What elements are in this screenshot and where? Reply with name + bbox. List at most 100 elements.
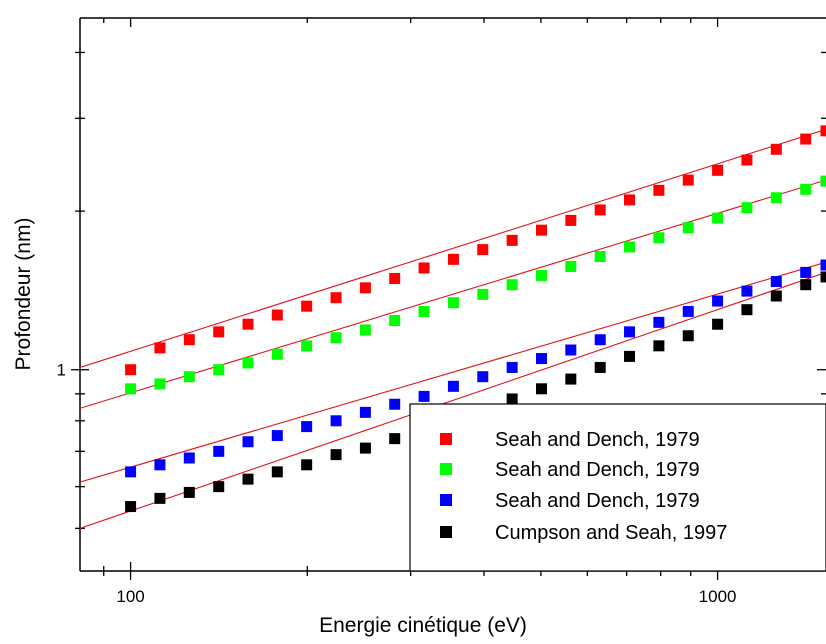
data-point-series-1 xyxy=(447,297,459,309)
data-point-series-0 xyxy=(125,364,137,376)
data-point-series-0 xyxy=(154,342,166,354)
data-point-series-0 xyxy=(330,292,342,304)
legend-swatch-seah-dench-blue xyxy=(440,494,452,506)
data-point-series-1 xyxy=(301,340,313,352)
data-point-series-3 xyxy=(624,350,636,362)
x-tick-label-1000: 1000 xyxy=(699,587,737,606)
data-point-series-0 xyxy=(418,262,430,274)
y-tick-labels: 1 xyxy=(57,361,66,380)
data-point-series-3 xyxy=(594,361,606,373)
data-point-series-3 xyxy=(820,271,826,283)
data-point-series-3 xyxy=(565,373,577,385)
data-point-series-0 xyxy=(594,204,606,216)
data-point-series-0 xyxy=(447,253,459,265)
fit-line-series-1 xyxy=(80,179,826,409)
data-point-series-1 xyxy=(154,378,166,390)
x-tick-labels: 100 1000 xyxy=(116,587,736,606)
data-point-series-0 xyxy=(800,133,812,145)
fit-line-series-3 xyxy=(80,271,826,529)
data-point-series-2 xyxy=(770,276,782,288)
y-tick-label-1: 1 xyxy=(57,361,66,380)
data-point-series-2 xyxy=(820,259,826,271)
data-point-series-3 xyxy=(213,481,225,493)
data-point-series-0 xyxy=(820,125,826,137)
legend: Seah and Dench, 1979 Seah and Dench, 197… xyxy=(409,403,826,572)
data-point-series-1 xyxy=(330,332,342,344)
data-point-series-1 xyxy=(271,348,283,360)
data-point-series-2 xyxy=(447,380,459,392)
data-point-series-2 xyxy=(242,436,254,448)
data-point-series-2 xyxy=(183,452,195,464)
legend-label-seah-dench-red: Seah and Dench, 1979 xyxy=(495,429,700,451)
data-point-series-1 xyxy=(506,279,518,291)
data-point-series-2 xyxy=(418,390,430,402)
legend-box xyxy=(409,403,826,572)
legend-label-cumpson-seah-black: Cumpson and Seah, 1997 xyxy=(495,522,727,544)
data-point-series-3 xyxy=(154,492,166,504)
data-point-series-1 xyxy=(242,357,254,369)
data-point-series-1 xyxy=(535,269,547,281)
data-point-series-1 xyxy=(359,324,371,336)
data-point-series-1 xyxy=(477,288,489,300)
data-point-series-0 xyxy=(271,309,283,321)
data-point-series-0 xyxy=(506,234,518,246)
data-point-series-1 xyxy=(594,251,606,263)
data-point-series-2 xyxy=(271,430,283,442)
y-axis-title: Profondeur (nm) xyxy=(12,218,35,371)
data-point-series-3 xyxy=(800,279,812,291)
data-point-series-0 xyxy=(741,154,753,166)
data-point-series-3 xyxy=(389,433,401,445)
data-point-series-3 xyxy=(183,486,195,498)
data-point-series-1 xyxy=(712,212,724,224)
data-point-series-1 xyxy=(418,305,430,317)
legend-label-seah-dench-green: Seah and Dench, 1979 xyxy=(495,459,700,481)
x-axis-title: Energie cinétique (eV) xyxy=(319,614,527,637)
data-point-series-0 xyxy=(389,272,401,284)
data-point-series-0 xyxy=(624,194,636,206)
data-point-series-0 xyxy=(682,174,694,186)
data-point-series-0 xyxy=(770,143,782,155)
data-point-series-3 xyxy=(682,330,694,342)
data-point-series-2 xyxy=(653,316,665,328)
data-point-series-2 xyxy=(125,466,137,478)
data-point-series-2 xyxy=(506,361,518,373)
legend-label-seah-dench-blue: Seah and Dench, 1979 xyxy=(495,490,700,512)
data-point-series-2 xyxy=(594,334,606,346)
data-point-series-0 xyxy=(301,300,313,312)
data-point-series-1 xyxy=(389,314,401,326)
data-point-series-0 xyxy=(477,244,489,256)
data-point-series-3 xyxy=(653,340,665,352)
data-point-series-2 xyxy=(800,266,812,278)
data-point-series-3 xyxy=(741,304,753,316)
data-point-series-3 xyxy=(535,383,547,395)
data-point-series-1 xyxy=(820,175,826,187)
data-point-series-3 xyxy=(125,501,137,513)
data-point-series-3 xyxy=(770,290,782,302)
fit-line-series-2 xyxy=(80,261,826,483)
data-point-series-1 xyxy=(213,364,225,376)
data-point-series-2 xyxy=(624,326,636,338)
data-point-series-3 xyxy=(712,318,724,330)
data-point-series-2 xyxy=(477,371,489,383)
data-point-series-0 xyxy=(183,334,195,346)
x-tick-label-100: 100 xyxy=(116,587,144,606)
data-point-series-1 xyxy=(624,241,636,253)
data-point-series-2 xyxy=(330,415,342,427)
data-point-series-2 xyxy=(712,295,724,307)
fit-lines xyxy=(80,128,826,529)
data-point-series-0 xyxy=(535,224,547,236)
data-point-series-1 xyxy=(770,192,782,204)
data-point-series-2 xyxy=(359,406,371,418)
fit-line-series-0 xyxy=(80,128,826,368)
data-point-series-0 xyxy=(565,214,577,226)
data-point-series-3 xyxy=(301,459,313,471)
data-point-series-2 xyxy=(682,305,694,317)
legend-swatch-cumpson-seah-black xyxy=(440,526,452,538)
data-point-series-1 xyxy=(125,383,137,395)
data-point-series-2 xyxy=(565,344,577,356)
data-point-series-0 xyxy=(359,282,371,294)
data-point-series-1 xyxy=(682,222,694,234)
data-point-series-2 xyxy=(741,285,753,297)
data-point-series-3 xyxy=(506,393,518,405)
